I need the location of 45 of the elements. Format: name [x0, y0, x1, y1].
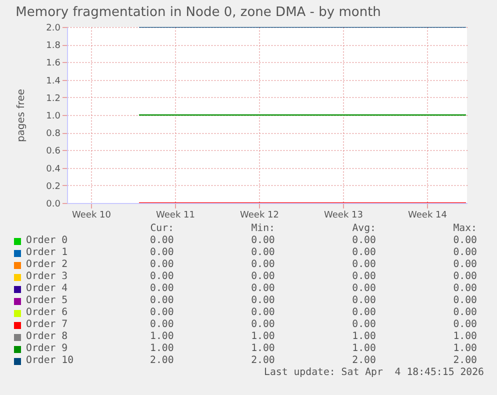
text: Last update: Sat Apr 4 18:45:15 2026	[264, 367, 484, 379]
text: 0.00 0.00 0.00 0.00	[150, 307, 477, 319]
text: 2.00 2.00 2.00 2.00	[150, 355, 477, 367]
text: 0.00 0.00 0.00 0.00	[150, 319, 477, 331]
text: 1.00 1.00 1.00 1.00	[150, 331, 477, 343]
y-tick-label: 0.6	[46, 146, 61, 157]
text: 0.00 0.00 0.00 0.00	[150, 235, 477, 247]
legend-label: Order 10	[26, 355, 74, 367]
y-tick-label: 0.0	[46, 200, 61, 210]
text: Max:	[453, 223, 477, 235]
text: Cur:	[150, 223, 174, 235]
y-axis-title: pages free	[16, 88, 28, 142]
x-tick-label: Week 11	[156, 210, 195, 220]
y-tick-label: 2.0	[46, 24, 61, 34]
x-tick-label: Week 12	[240, 210, 279, 220]
y-tick-label: 0.2	[46, 182, 60, 192]
y-tick-label: 1.6	[46, 58, 61, 69]
text: Min:	[251, 223, 275, 235]
y-tick-label: 0.4	[46, 164, 61, 174]
y-tick-label: 1.8	[46, 41, 61, 52]
legend-label: Order 4	[26, 283, 68, 295]
x-tick-label: Week 10	[72, 210, 112, 220]
y-tick-label: 1.4	[46, 76, 61, 86]
text: 0.00 0.00 0.00 0.00	[150, 247, 477, 259]
legend-label: Order 3	[26, 271, 68, 283]
legend-label: Order 1	[26, 247, 68, 259]
y-tick-label: 0.8	[46, 129, 61, 140]
legend-label: Order 5	[26, 295, 68, 307]
legend-label: Order 7	[26, 319, 68, 331]
y-tick-label: 1.2	[46, 94, 60, 104]
text: Avg:	[352, 223, 376, 235]
x-tick-label: Week 14	[408, 210, 448, 220]
legend-label: Order 0	[26, 235, 68, 247]
text: 0.00 0.00 0.00 0.00	[150, 295, 477, 307]
legend-label: Order 8	[26, 331, 68, 343]
x-tick-label: Week 13	[324, 210, 363, 220]
text: 0.00 0.00 0.00 0.00	[150, 271, 477, 283]
text: 0.00 0.00 0.00 0.00	[150, 259, 477, 271]
legend-label: Order 6	[26, 307, 68, 319]
text: 1.00 1.00 1.00 1.00	[150, 343, 477, 355]
chart-title: Memory fragmentation in Node 0, zone DMA - by month	[16, 5, 381, 20]
legend-label: Order 2	[26, 259, 68, 271]
text: 0.00 0.00 0.00 0.00	[150, 283, 477, 295]
legend-label: Order 9	[26, 343, 68, 355]
y-tick-label: 1.0	[46, 112, 61, 122]
